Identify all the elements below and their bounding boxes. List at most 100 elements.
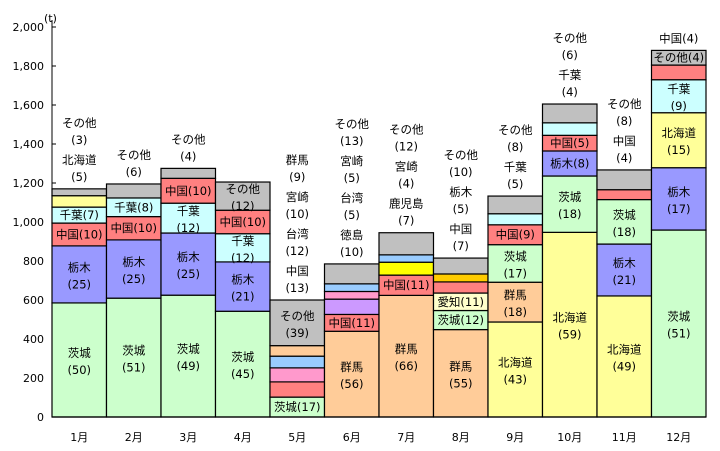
bar-group-11: 北海道 (49) 栃木 (21) 茨城 (18) (4) 中国 (8) その他 [596, 97, 653, 418]
y-tick-label: 2,000 [13, 21, 45, 34]
segment-value-label: (12) [231, 251, 255, 265]
segment-label: 茨城(17) [274, 400, 321, 414]
x-tick-label: 3月 [179, 431, 197, 444]
x-tick-label: 6月 [343, 431, 361, 444]
y-tick-label: 400 [23, 333, 44, 346]
above-label: 中国 [286, 264, 309, 278]
segment-label: 茨城(12) [437, 313, 484, 327]
above-label: その他 [117, 148, 152, 162]
segment-label: その他 [226, 182, 261, 196]
above-label: 千葉 [558, 68, 581, 82]
above-label: 中国 [613, 134, 636, 148]
bar-segment [378, 294, 435, 418]
x-axis: 1月 2月 3月 4月 5月 6月 7月 8月 9月 10月 11月 12月 [52, 416, 706, 444]
bar-segment [487, 195, 544, 215]
segment-value-label: (18) [558, 207, 582, 221]
bar-group-8: 群馬 (55) 茨城(12) 愛知(11) (7) 中国 (5) 栃木 (10) その他 [432, 148, 489, 418]
bar-group-10: 北海道 (59) 茨城 (18) 栃木(8) 中国(5) (4) 千葉 (6) その他 [541, 31, 598, 418]
y-axis-unit-label: (t) [44, 12, 57, 25]
above-value-label: (5) [507, 177, 523, 191]
bar-segment [541, 103, 598, 124]
bar-segment [596, 198, 653, 245]
above-label: その他 [444, 148, 479, 162]
segment-value-label: (18) [612, 225, 636, 239]
segment-label: 茨城 [231, 350, 254, 364]
x-tick-label: 4月 [234, 431, 252, 444]
x-tick-label: 8月 [452, 431, 470, 444]
above-value-label: (5) [453, 202, 469, 216]
segment-label: 愛知(11) [437, 295, 484, 309]
bar-group-9: 北海道 (43) 群馬 (18) 茨城 (17) 中国(9) (5) 千葉 (8) その他 [487, 123, 544, 418]
segment-value-label: (59) [558, 328, 582, 342]
segment-value-label: (25) [176, 267, 200, 281]
bar-segment [323, 283, 380, 293]
segment-label: 中国(11) [328, 316, 375, 330]
above-value-label: (7) [398, 214, 414, 228]
bar-segment [378, 261, 435, 276]
bar-segment [323, 330, 380, 418]
bar-segment [269, 367, 326, 383]
bar-segment [105, 183, 162, 199]
above-label: 宮崎 [340, 154, 363, 168]
segment-label: 茨城 [613, 208, 636, 222]
bar-segment [378, 254, 435, 263]
segment-value-label: (43) [503, 372, 527, 386]
above-label: 宮崎 [395, 160, 418, 174]
x-tick-label: 7月 [397, 431, 415, 444]
segment-label: 中国(9) [496, 228, 535, 242]
bar-segment [432, 273, 489, 283]
bar-segment [269, 345, 326, 357]
segment-label: 栃木 [667, 185, 690, 199]
above-label: 群馬 [286, 153, 309, 167]
segment-label: 中国(10) [56, 227, 103, 241]
segment-value-label: (18) [503, 305, 527, 319]
above-value-label: (6) [126, 165, 142, 179]
segment-value-label: (15) [667, 143, 691, 157]
y-tick-label: 1,000 [13, 216, 45, 229]
segment-label: 栃木 [231, 273, 254, 287]
segment-label: その他 [280, 309, 315, 323]
segment-label: 北海道 [607, 342, 642, 356]
bar-group-6: 群馬 (56) 中国(11) (10) 徳島 (5) 台湾 (5) 宮崎 (13) その他 [323, 117, 380, 418]
bar-segment [214, 310, 271, 418]
bar-segment [487, 213, 544, 226]
segment-value-label: (12) [176, 221, 200, 235]
bar-segment [378, 232, 435, 256]
segment-label: 栃木 [68, 260, 91, 274]
segment-label: 茨城 [558, 190, 581, 204]
segment-label: 中国(11) [383, 278, 430, 292]
segment-label: 千葉 [667, 82, 690, 96]
segment-value-label: (49) [176, 359, 200, 373]
x-tick-label: 2月 [125, 431, 143, 444]
segment-label: 千葉(7) [60, 208, 99, 222]
y-tick-label: 1,600 [13, 99, 45, 112]
bar-segment [51, 302, 108, 418]
bar-segment [541, 150, 598, 177]
bar-group-7: 群馬 (66) 中国(11) (7) 鹿児島 (4) 宮崎 (12) その他 [378, 123, 435, 418]
segment-label: 茨城 [667, 310, 690, 324]
bar-group-2: 茨城 (51) 栃木 (25) 中国(10) 千葉(8) (6) その他 [105, 148, 162, 418]
bar-segment [269, 299, 326, 347]
above-label: その他 [62, 116, 97, 130]
above-value-label: (10) [449, 165, 473, 179]
bar-segment [541, 231, 598, 418]
bar-segment [323, 298, 380, 316]
segment-label: 茨城 [504, 249, 527, 263]
bar-group-1: 茨城 (50) 栃木 (25) 中国(10) 千葉(7) (5) 北海道 (3) その他 [51, 116, 108, 418]
segment-label: 栃木 [177, 250, 200, 264]
above-value-label: (13) [285, 281, 309, 295]
segment-value-label: (56) [340, 377, 364, 391]
above-label: その他 [335, 117, 370, 131]
bar-segment [269, 355, 326, 369]
above-value-label: (8) [507, 140, 523, 154]
y-tick-label: 0 [37, 411, 44, 424]
above-label: その他 [171, 132, 206, 146]
segment-value-label: (21) [612, 273, 636, 287]
bar-segment [596, 189, 653, 201]
segment-label: 北海道 [662, 126, 697, 140]
segment-label: 中国(10) [219, 215, 266, 229]
bar-segment [51, 188, 108, 197]
above-value-label: (10) [340, 245, 364, 259]
above-label: その他 [553, 31, 588, 45]
above-value-label: (10) [285, 207, 309, 221]
